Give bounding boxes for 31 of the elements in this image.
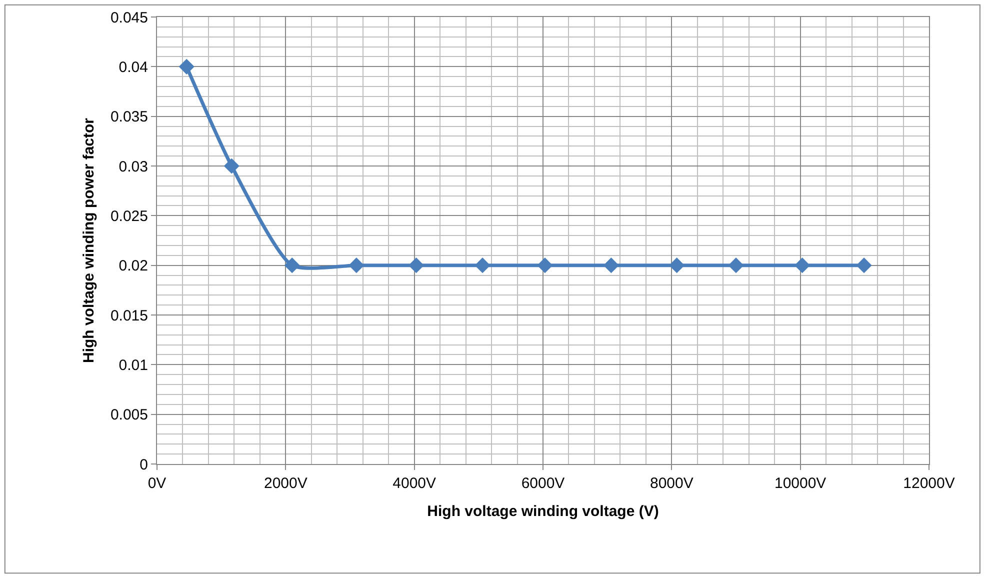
y-tick-label: 0.015 bbox=[110, 307, 148, 324]
y-tick-label: 0.025 bbox=[110, 208, 148, 225]
x-axis-title: High voltage winding voltage (V) bbox=[427, 503, 659, 520]
x-tick-label: 2000V bbox=[264, 475, 308, 492]
point bbox=[669, 258, 685, 274]
point bbox=[178, 58, 194, 74]
point bbox=[284, 258, 300, 274]
y-tick-label: 0.035 bbox=[110, 108, 148, 126]
x-tick-label: 10000V bbox=[774, 475, 826, 492]
x-tick-label: 8000V bbox=[650, 475, 694, 492]
y-axis-title: High voltage winding power factor bbox=[80, 118, 98, 364]
y-tick-label: 0.01 bbox=[118, 356, 148, 374]
y-tick-label: 0.03 bbox=[118, 158, 148, 176]
point bbox=[794, 258, 810, 274]
point bbox=[728, 258, 744, 274]
point bbox=[408, 258, 424, 274]
y-tick-label: 0.04 bbox=[118, 58, 148, 76]
x-tick-label: 12000V bbox=[903, 475, 955, 492]
y-tick-label: 0.045 bbox=[110, 9, 148, 26]
point bbox=[474, 258, 490, 274]
x-tick-label: 6000V bbox=[521, 475, 565, 492]
x-tick-label: 0V bbox=[148, 475, 166, 492]
point bbox=[537, 258, 553, 274]
point bbox=[603, 258, 619, 274]
y-tick-label: 0 bbox=[140, 456, 148, 474]
point bbox=[224, 158, 240, 174]
y-tick-label: 0.02 bbox=[118, 258, 148, 275]
point bbox=[856, 258, 872, 274]
point bbox=[348, 258, 364, 274]
x-tick-label: 4000V bbox=[392, 475, 436, 492]
y-tick-label: 0.005 bbox=[110, 406, 148, 424]
